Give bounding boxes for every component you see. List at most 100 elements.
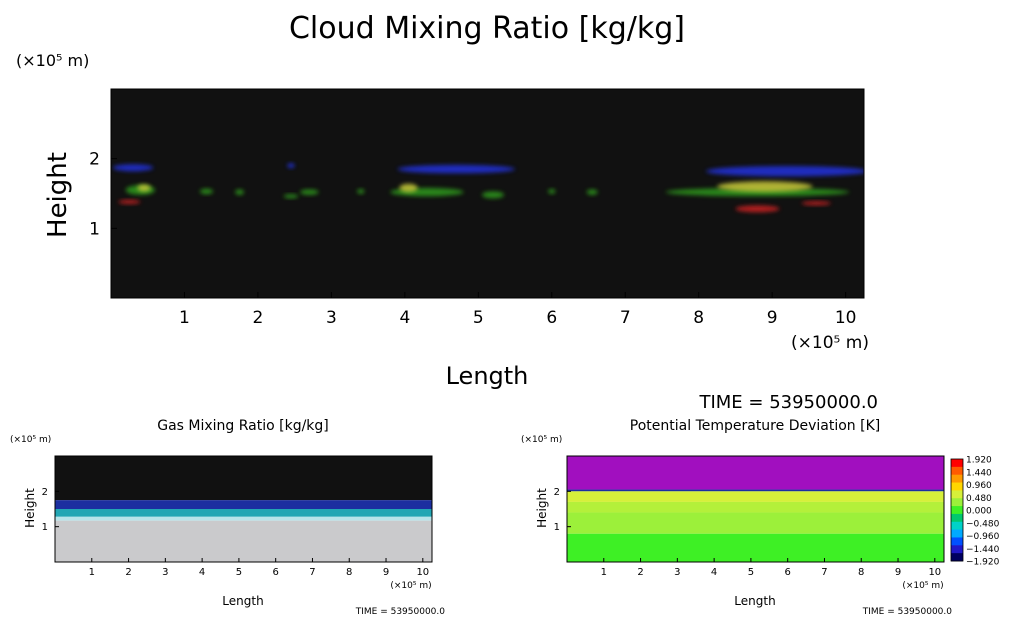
colorbar-label: −1.440	[966, 545, 1000, 555]
plot-frame	[54, 455, 433, 563]
x-tick-label: 8	[693, 308, 704, 328]
field-band	[567, 456, 944, 490]
colorbar-swatch	[951, 490, 963, 499]
x-axis-unit: (×10⁵ m)	[902, 581, 943, 591]
chart-title: Potential Temperature Deviation [K]	[630, 418, 880, 434]
colorbar-swatch	[951, 545, 963, 554]
y-axis-unit: (×10⁵ m)	[10, 435, 51, 445]
x-tick-label: 5	[473, 308, 484, 328]
field-band	[55, 509, 432, 517]
y-axis-label: Height	[535, 488, 549, 528]
x-tick-label: 3	[326, 308, 337, 328]
x-tick-label: 9	[383, 567, 389, 578]
y-tick-label: 2	[554, 487, 560, 498]
cloud-blob	[717, 181, 813, 192]
x-tick-label: 4	[199, 567, 205, 578]
cloud-blob	[287, 163, 295, 169]
colorbar-label: 0.480	[966, 494, 992, 504]
cloud-blob	[118, 199, 141, 204]
time-label: TIME = 53950000.0	[698, 392, 878, 413]
x-tick-label: 10	[416, 567, 429, 578]
plot-frame	[110, 88, 865, 299]
colorbar-frame	[950, 458, 964, 562]
x-tick-label: 3	[674, 567, 680, 578]
y-tick-label: 1	[89, 219, 100, 239]
colorbar-label: −0.480	[966, 519, 1000, 529]
x-tick-label: 4	[711, 567, 717, 578]
colorbar-swatch	[951, 537, 963, 546]
colorbar-label: 0.960	[966, 481, 992, 491]
cloud-blob	[397, 164, 516, 174]
cloud-blob	[735, 205, 780, 213]
cloud-blob	[548, 188, 556, 194]
colorbar-swatch	[951, 521, 963, 531]
plot-field	[567, 456, 944, 562]
colorbar-swatch	[951, 459, 963, 468]
colorbar-swatch	[951, 506, 963, 515]
y-axis-label: Height	[43, 152, 73, 238]
x-tick-label: 1	[601, 567, 607, 578]
colorbar-swatch	[951, 529, 963, 538]
cloud-blob	[235, 189, 244, 195]
plot-field	[111, 89, 864, 298]
x-tick-label: 8	[858, 567, 864, 578]
x-tick-label: 4	[399, 308, 410, 328]
x-tick-label: 6	[272, 567, 278, 578]
y-tick-label: 2	[89, 150, 100, 170]
colorbar-label: −1.920	[966, 558, 1000, 568]
x-tick-label: 6	[546, 308, 557, 328]
x-tick-label: 10	[928, 567, 941, 578]
colorbar-swatch	[951, 482, 963, 491]
x-tick-label: 2	[125, 567, 131, 578]
cloud-blob	[399, 183, 418, 193]
x-tick-label: 1	[89, 567, 95, 578]
x-tick-label: 2	[253, 308, 264, 328]
colorbar-swatch	[951, 513, 963, 523]
colorbar-label: −0.960	[966, 532, 1000, 542]
time-label: TIME = 53950000.0	[355, 607, 446, 617]
x-axis-label: Length	[734, 594, 775, 608]
x-tick-label: 8	[346, 567, 352, 578]
chart-panel-3: 1 2 3 4 5 6 7 8 9 10 1 2 Potential Temperature Devia…	[521, 418, 1000, 617]
colorbar-label: 1.440	[966, 468, 992, 478]
colorbar-label: 1.920	[966, 456, 992, 466]
cloud-blob	[137, 184, 151, 192]
field-band	[567, 491, 944, 502]
field-band	[567, 501, 944, 513]
colorbar-swatch	[951, 466, 963, 476]
colorbar-swatch	[951, 474, 963, 483]
plot-field	[55, 456, 432, 562]
x-axis-label: Length	[222, 594, 263, 608]
y-tick-label: 2	[42, 487, 48, 498]
cloud-blob	[357, 188, 365, 194]
x-tick-label: 1	[179, 308, 190, 328]
x-axis-label: Length	[446, 362, 529, 390]
field-band	[55, 500, 432, 509]
field-band	[567, 489, 944, 492]
field-band	[55, 520, 432, 562]
field-band	[567, 512, 944, 534]
x-axis-unit: (×10⁵ m)	[791, 333, 869, 353]
chart-panel-2: 1 2 3 4 5 6 7 8 9 10 1 2 Gas Mixing Ratio [kg/kg] (×1…	[10, 418, 445, 617]
colorbar-swatch	[951, 553, 963, 562]
cloud-blob	[112, 164, 154, 172]
x-tick-label: 9	[767, 308, 778, 328]
x-tick-label: 7	[821, 567, 827, 578]
time-label: TIME = 53950000.0	[862, 607, 953, 617]
colorbar-swatch	[951, 498, 963, 507]
x-tick-label: 6	[784, 567, 790, 578]
x-tick-label: 9	[895, 567, 901, 578]
cloud-blob	[481, 191, 505, 199]
cloud-blob	[300, 189, 319, 195]
cloud-blob	[283, 194, 299, 199]
x-tick-label: 7	[620, 308, 631, 328]
chart-title: Gas Mixing Ratio [kg/kg]	[157, 418, 329, 434]
x-axis-unit: (×10⁵ m)	[390, 581, 431, 591]
x-tick-label: 2	[637, 567, 643, 578]
y-axis-unit: (×10⁵ m)	[16, 51, 89, 70]
cloud-blob	[706, 165, 864, 177]
x-tick-label: 5	[236, 567, 242, 578]
y-axis-unit: (×10⁵ m)	[521, 435, 562, 445]
y-tick-label: 1	[554, 522, 560, 533]
